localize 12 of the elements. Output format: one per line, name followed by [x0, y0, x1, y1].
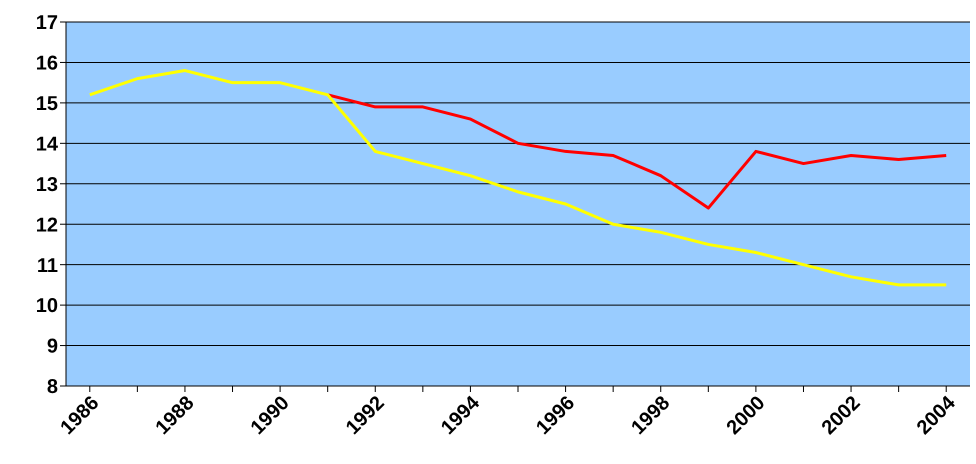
y-tick-label: 9 — [46, 336, 58, 358]
line-series — [88, 69, 948, 286]
y-tick-label: 8 — [46, 376, 58, 398]
y-tick-label: 16 — [36, 52, 58, 75]
y-tick-label: 11 — [36, 254, 58, 277]
y-tick-label: 10 — [36, 295, 58, 318]
y-tick-label: 14 — [36, 133, 59, 156]
y-tick-label: 13 — [36, 174, 58, 196]
y-tick-label: 12 — [36, 214, 58, 236]
y-tick-label: 17 — [36, 12, 58, 34]
line-series — [326, 93, 948, 210]
y-tick-label: 15 — [36, 92, 58, 115]
